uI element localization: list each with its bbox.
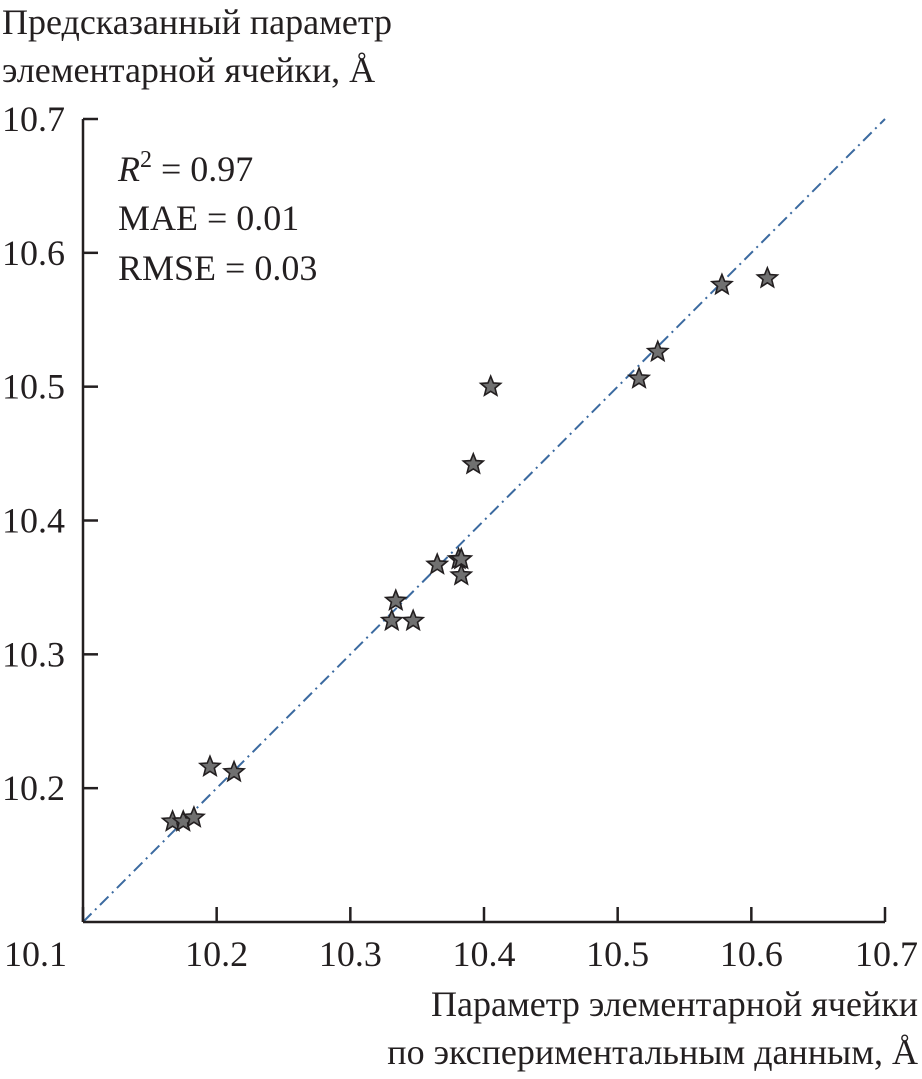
r2-symbol: R xyxy=(117,149,140,189)
x-axis-label-line-1: Параметр элементарной ячейки xyxy=(430,984,918,1024)
data-point-star xyxy=(197,754,223,777)
y-tick-label: 10.6 xyxy=(2,233,65,273)
y-ticks: 10.2 10.3 10.4 10.5 10.6 10.7 xyxy=(2,99,98,808)
data-points xyxy=(160,265,780,832)
x-tick-label: 10.5 xyxy=(586,934,649,974)
data-point-star xyxy=(461,451,486,475)
data-point-star xyxy=(449,562,474,586)
data-point-star xyxy=(222,759,247,783)
rmse-annotation: RMSE = 0.03 xyxy=(118,248,317,288)
r2-superscript: 2 xyxy=(140,147,152,173)
y-axis-label-line-2: элементарной ячейки, Å xyxy=(2,50,376,90)
data-point-star xyxy=(379,608,404,632)
mae-annotation: MAE = 0.01 xyxy=(118,198,299,238)
x-tick-label: 10.3 xyxy=(319,934,382,974)
reference-line xyxy=(82,118,886,923)
y-axis-label-line-1: Предсказанный параметр xyxy=(2,2,393,42)
x-tick-label: 10.7 xyxy=(855,934,918,974)
data-point-star xyxy=(401,608,426,632)
y-tick-label: 10.4 xyxy=(2,501,65,541)
data-point-star xyxy=(627,365,652,389)
y-tick-label: 10.3 xyxy=(2,634,65,674)
x-tick-label: 10.6 xyxy=(720,934,783,974)
data-point-star xyxy=(181,804,206,828)
data-point-star xyxy=(755,265,780,289)
x-tick-label: 10.1 xyxy=(4,934,67,974)
y-tick-label: 10.2 xyxy=(2,768,65,808)
data-point-star xyxy=(425,552,450,575)
x-tick-label: 10.4 xyxy=(453,934,516,974)
x-tick-label: 10.2 xyxy=(185,934,248,974)
r2-annotation: R2 = 0.97 xyxy=(117,147,253,189)
data-point-star xyxy=(383,588,408,612)
y-tick-label: 10.5 xyxy=(2,367,65,407)
r2-value: = 0.97 xyxy=(152,149,253,189)
data-point-star xyxy=(709,272,734,296)
x-axis-label-line-2: по экспериментальным данным, Å xyxy=(387,1032,918,1072)
data-point-star xyxy=(645,339,670,363)
data-point-star xyxy=(478,374,503,397)
y-tick-label: 10.7 xyxy=(2,99,65,139)
x-ticks: 10.1 10.2 10.3 10.4 10.5 10.6 10.7 xyxy=(4,907,918,974)
